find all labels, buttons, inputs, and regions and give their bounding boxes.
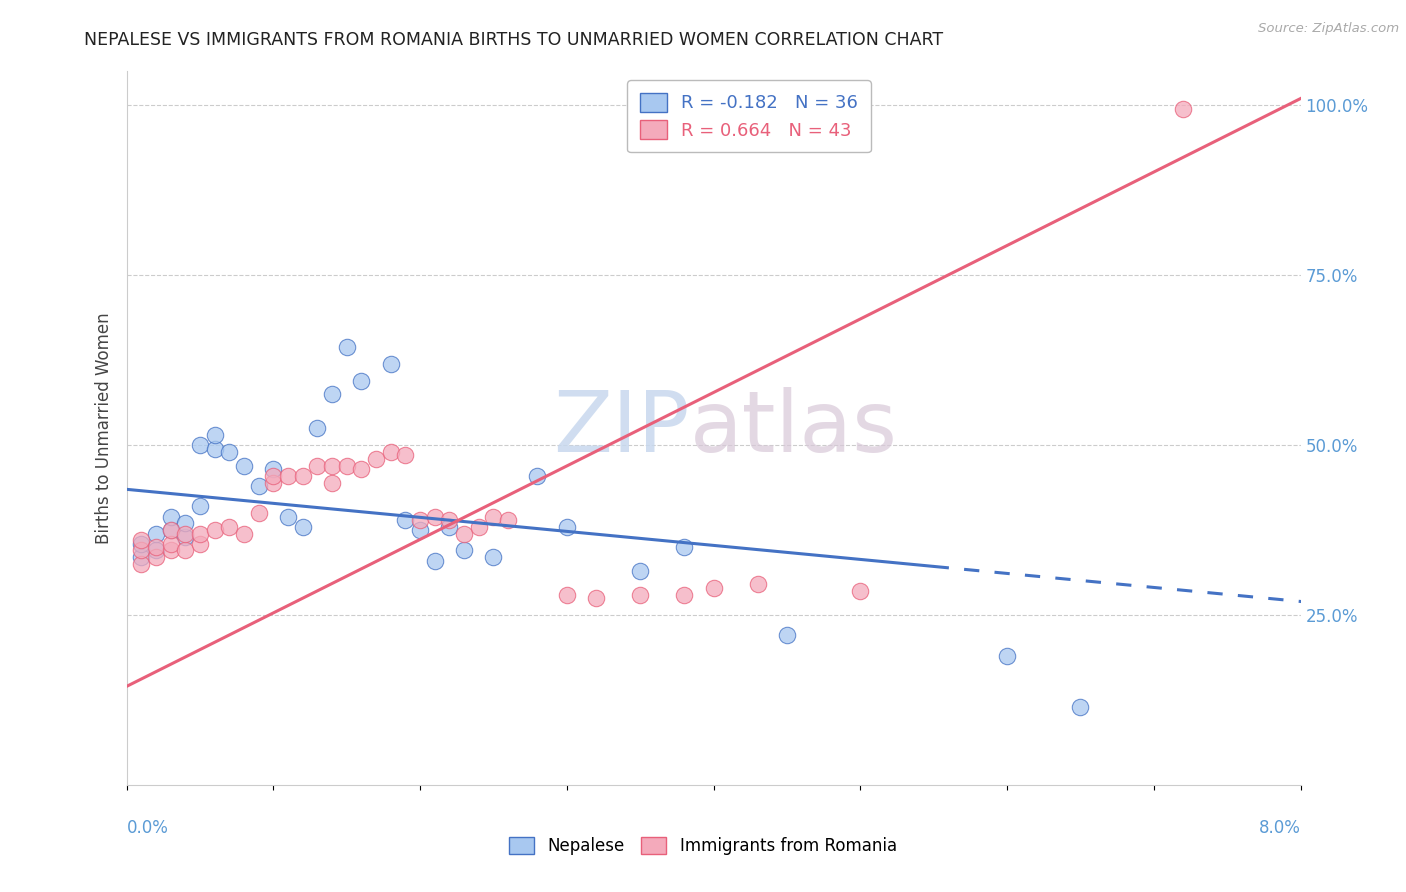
Point xyxy=(321,458,343,473)
Text: NEPALESE VS IMMIGRANTS FROM ROMANIA BIRTHS TO UNMARRIED WOMEN CORRELATION CHART: NEPALESE VS IMMIGRANTS FROM ROMANIA BIRT… xyxy=(84,31,943,49)
Point xyxy=(188,438,211,452)
Point xyxy=(776,628,799,642)
Point xyxy=(218,519,240,533)
Point xyxy=(423,509,446,524)
Point xyxy=(423,554,446,568)
Point xyxy=(747,577,769,591)
Point xyxy=(336,340,359,354)
Point xyxy=(453,543,475,558)
Point xyxy=(380,357,402,371)
Point xyxy=(262,462,284,476)
Point xyxy=(174,526,197,541)
Text: ZIP: ZIP xyxy=(554,386,690,470)
Point xyxy=(482,509,505,524)
Text: atlas: atlas xyxy=(690,386,898,470)
Point xyxy=(439,513,461,527)
Point xyxy=(496,513,519,527)
Point xyxy=(277,468,299,483)
Point xyxy=(145,526,167,541)
Point xyxy=(321,475,343,490)
Text: 8.0%: 8.0% xyxy=(1258,819,1301,837)
Legend: R = -0.182   N = 36, R = 0.664   N = 43: R = -0.182 N = 36, R = 0.664 N = 43 xyxy=(627,80,870,153)
Point xyxy=(628,588,651,602)
Y-axis label: Births to Unmarried Women: Births to Unmarried Women xyxy=(94,312,112,544)
Point xyxy=(702,581,725,595)
Point xyxy=(159,509,181,524)
Text: 0.0%: 0.0% xyxy=(127,819,169,837)
Point xyxy=(129,543,152,558)
Point xyxy=(1171,102,1194,116)
Point xyxy=(673,588,696,602)
Point xyxy=(291,519,314,533)
Point xyxy=(1069,699,1091,714)
Point xyxy=(145,543,167,558)
Point xyxy=(628,564,651,578)
Point xyxy=(555,588,578,602)
Point xyxy=(188,526,211,541)
Point xyxy=(526,468,548,483)
Text: Source: ZipAtlas.com: Source: ZipAtlas.com xyxy=(1258,22,1399,36)
Point xyxy=(364,451,387,466)
Point xyxy=(468,519,491,533)
Point xyxy=(409,523,432,537)
Point xyxy=(336,458,359,473)
Point xyxy=(262,475,284,490)
Point xyxy=(453,526,475,541)
Point xyxy=(555,519,578,533)
Point xyxy=(174,516,197,531)
Point xyxy=(409,513,432,527)
Point xyxy=(350,374,373,388)
Point xyxy=(439,519,461,533)
Point xyxy=(262,468,284,483)
Point xyxy=(291,468,314,483)
Point xyxy=(232,458,256,473)
Point xyxy=(394,513,416,527)
Point xyxy=(380,445,402,459)
Point xyxy=(247,506,270,520)
Point xyxy=(145,540,167,554)
Point xyxy=(673,540,696,554)
Point xyxy=(159,543,181,558)
Legend: Nepalese, Immigrants from Romania: Nepalese, Immigrants from Romania xyxy=(502,830,904,862)
Point xyxy=(204,523,226,537)
Point xyxy=(129,550,152,565)
Point xyxy=(585,591,607,605)
Point xyxy=(188,537,211,551)
Point xyxy=(129,557,152,571)
Point xyxy=(350,462,373,476)
Point xyxy=(129,537,152,551)
Point xyxy=(129,533,152,548)
Point xyxy=(188,500,211,514)
Point xyxy=(482,550,505,565)
Point xyxy=(247,479,270,493)
Point xyxy=(394,448,416,462)
Point xyxy=(204,442,226,456)
Point xyxy=(174,530,197,544)
Point xyxy=(995,648,1018,663)
Point xyxy=(307,421,329,435)
Point xyxy=(218,445,240,459)
Point xyxy=(849,584,872,599)
Point xyxy=(204,428,226,442)
Point xyxy=(159,537,181,551)
Point xyxy=(277,509,299,524)
Point xyxy=(145,550,167,565)
Point xyxy=(232,526,256,541)
Point xyxy=(307,458,329,473)
Point xyxy=(321,387,343,401)
Point xyxy=(174,543,197,558)
Point xyxy=(159,523,181,537)
Point xyxy=(159,523,181,537)
